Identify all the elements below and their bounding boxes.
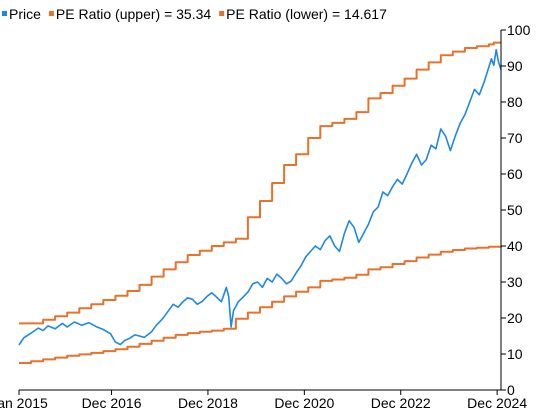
series-layer [18, 41, 502, 364]
y-tick-label: 70 [507, 130, 523, 146]
x-tick-label: Dec 2020 [274, 395, 334, 411]
y-tick-label: 80 [507, 94, 523, 110]
y-tick-label: 30 [507, 274, 523, 290]
x-tick-label: Dec 2024 [467, 395, 527, 411]
y-tick-label: 20 [507, 310, 523, 326]
y-tick-label: 40 [507, 238, 523, 254]
legend-label-2: PE Ratio (lower) = 14.617 [226, 6, 387, 22]
axis-layer: 0 10 20 30 40 50 60 70 80 90 100 Jan 2015 Dec 2016 De… [0, 22, 531, 411]
y-tick-label: 100 [507, 22, 531, 38]
legend-swatch-1 [48, 11, 54, 16]
y-tick-label: 50 [507, 202, 523, 218]
series-line-2 [19, 245, 502, 364]
series-line-1 [19, 41, 501, 325]
y-tick-label: 10 [507, 346, 523, 362]
legend-swatch-0 [2, 11, 7, 16]
series-line-0 [18, 49, 502, 346]
legend-label-0: Price [9, 6, 41, 22]
x-tick-label: Dec 2018 [178, 395, 238, 411]
legend-swatch-2 [219, 11, 225, 16]
y-tick-label: 90 [507, 58, 523, 74]
legend-label-1: PE Ratio (upper) = 35.34 [56, 6, 211, 22]
legend: Price PE Ratio (upper) = 35.34 PE Ratio (l… [2, 6, 387, 22]
x-tick-label: Jan 2015 [0, 395, 48, 411]
x-tick-label: Dec 2016 [82, 395, 142, 411]
y-tick-label: 60 [507, 166, 523, 182]
y-tick-label: 0 [507, 382, 515, 398]
x-tick-label: Dec 2022 [371, 395, 431, 411]
